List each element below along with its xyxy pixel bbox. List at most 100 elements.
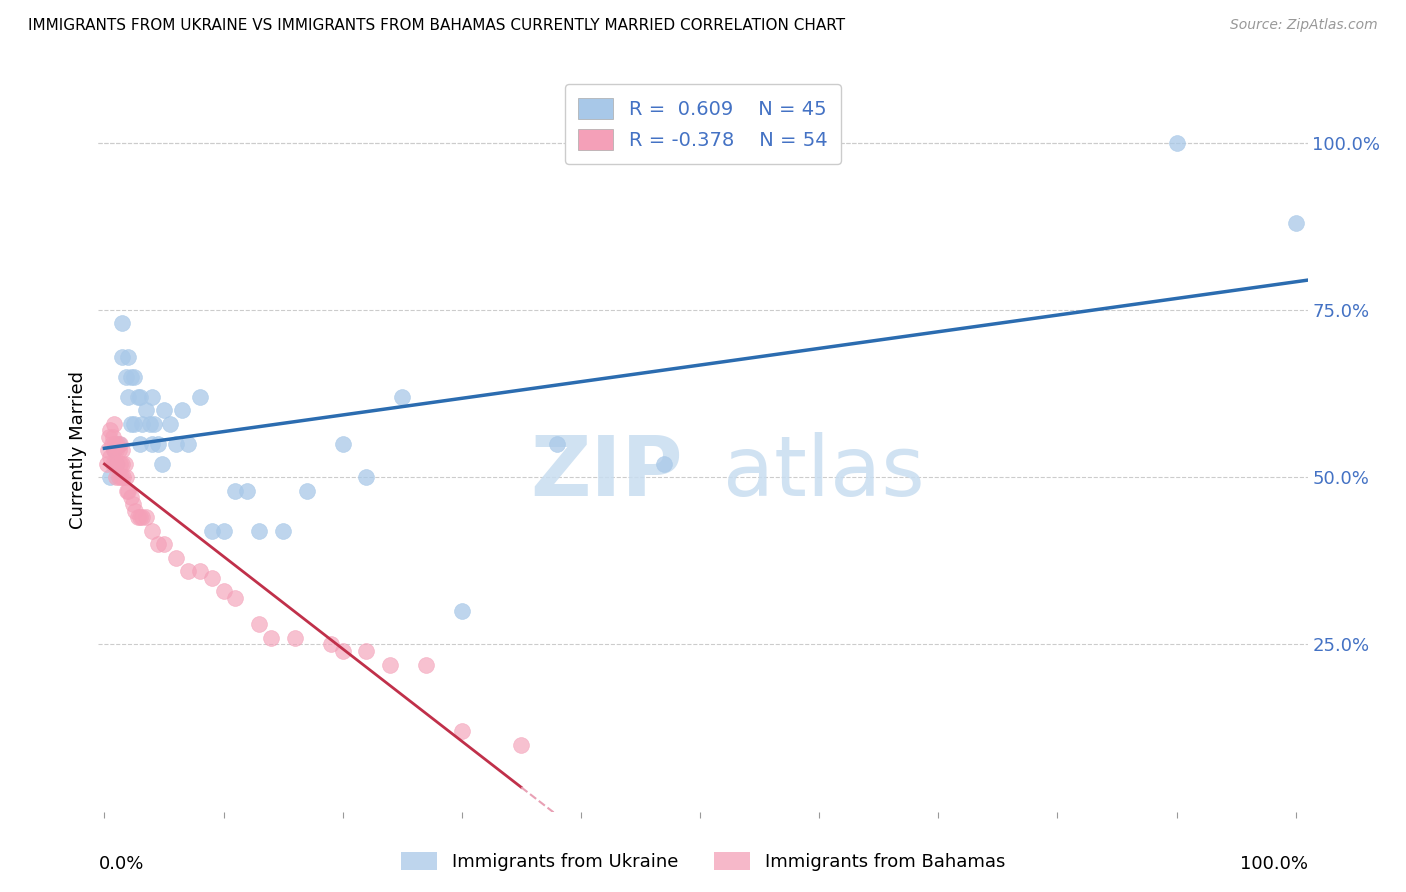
Point <box>146 537 169 551</box>
Point <box>101 457 124 471</box>
Point <box>224 483 246 498</box>
Point <box>212 524 235 538</box>
Legend: Immigrants from Ukraine, Immigrants from Bahamas: Immigrants from Ukraine, Immigrants from… <box>394 845 1012 879</box>
Point <box>131 417 153 431</box>
Point <box>112 470 135 484</box>
Point <box>135 510 157 524</box>
Point <box>107 443 129 458</box>
Point <box>122 497 145 511</box>
Point <box>111 350 134 364</box>
Text: Source: ZipAtlas.com: Source: ZipAtlas.com <box>1230 18 1378 32</box>
Point <box>104 436 127 450</box>
Text: 100.0%: 100.0% <box>1240 855 1308 873</box>
Text: ZIP: ZIP <box>530 432 682 513</box>
Point <box>380 657 402 672</box>
Point <box>188 564 211 578</box>
Point <box>117 390 139 404</box>
Point <box>101 430 124 444</box>
Point <box>450 724 472 739</box>
Point <box>1285 216 1308 230</box>
Point <box>159 417 181 431</box>
Point <box>141 524 163 538</box>
Point <box>122 417 145 431</box>
Point <box>108 457 131 471</box>
Point <box>111 443 134 458</box>
Point <box>141 436 163 450</box>
Point <box>127 510 149 524</box>
Point <box>141 390 163 404</box>
Point <box>103 443 125 458</box>
Point <box>124 503 146 517</box>
Point <box>143 417 166 431</box>
Point <box>146 436 169 450</box>
Point <box>170 403 193 417</box>
Point <box>165 550 187 565</box>
Point <box>1166 136 1188 150</box>
Point <box>110 470 132 484</box>
Point <box>450 604 472 618</box>
Point <box>165 436 187 450</box>
Point <box>117 483 139 498</box>
Point <box>150 457 173 471</box>
Point <box>117 350 139 364</box>
Point <box>510 738 533 752</box>
Point <box>105 470 128 484</box>
Y-axis label: Currently Married: Currently Married <box>69 371 87 530</box>
Point <box>131 510 153 524</box>
Point <box>111 317 134 331</box>
Point <box>135 403 157 417</box>
Point <box>391 390 413 404</box>
Point <box>177 564 200 578</box>
Point <box>200 571 222 585</box>
Point <box>107 436 129 450</box>
Point <box>319 637 342 651</box>
Point <box>415 657 437 672</box>
Text: atlas: atlas <box>723 432 925 513</box>
Point <box>120 417 142 431</box>
Point <box>153 403 176 417</box>
Point <box>98 470 121 484</box>
Point <box>114 457 136 471</box>
Point <box>107 470 129 484</box>
Point <box>105 457 128 471</box>
Point <box>100 436 122 450</box>
Point <box>212 584 235 599</box>
Point <box>120 369 142 384</box>
Point <box>224 591 246 605</box>
Point <box>114 470 136 484</box>
Point <box>332 436 354 450</box>
Point <box>138 417 160 431</box>
Point <box>105 443 128 458</box>
Point <box>652 457 675 471</box>
Point <box>546 436 568 450</box>
Point <box>129 510 152 524</box>
Point <box>200 524 222 538</box>
Point <box>108 436 131 450</box>
Point <box>260 631 283 645</box>
Point <box>129 390 152 404</box>
Point <box>103 443 125 458</box>
Point <box>177 436 200 450</box>
Point <box>356 644 378 658</box>
Point <box>284 631 307 645</box>
Point <box>98 430 121 444</box>
Point <box>332 644 354 658</box>
Legend: R =  0.609    N = 45, R = -0.378    N = 54: R = 0.609 N = 45, R = -0.378 N = 54 <box>565 85 841 164</box>
Point <box>114 369 136 384</box>
Point <box>122 369 145 384</box>
Point <box>295 483 318 498</box>
Point <box>103 417 125 431</box>
Point <box>97 443 120 458</box>
Point <box>271 524 294 538</box>
Point <box>115 483 138 498</box>
Point <box>129 436 152 450</box>
Point <box>356 470 378 484</box>
Text: IMMIGRANTS FROM UKRAINE VS IMMIGRANTS FROM BAHAMAS CURRENTLY MARRIED CORRELATION: IMMIGRANTS FROM UKRAINE VS IMMIGRANTS FR… <box>28 18 845 33</box>
Text: 0.0%: 0.0% <box>98 855 143 873</box>
Point <box>111 457 134 471</box>
Point <box>96 457 118 471</box>
Point <box>236 483 259 498</box>
Point <box>104 457 127 471</box>
Point <box>107 436 129 450</box>
Point <box>120 491 142 505</box>
